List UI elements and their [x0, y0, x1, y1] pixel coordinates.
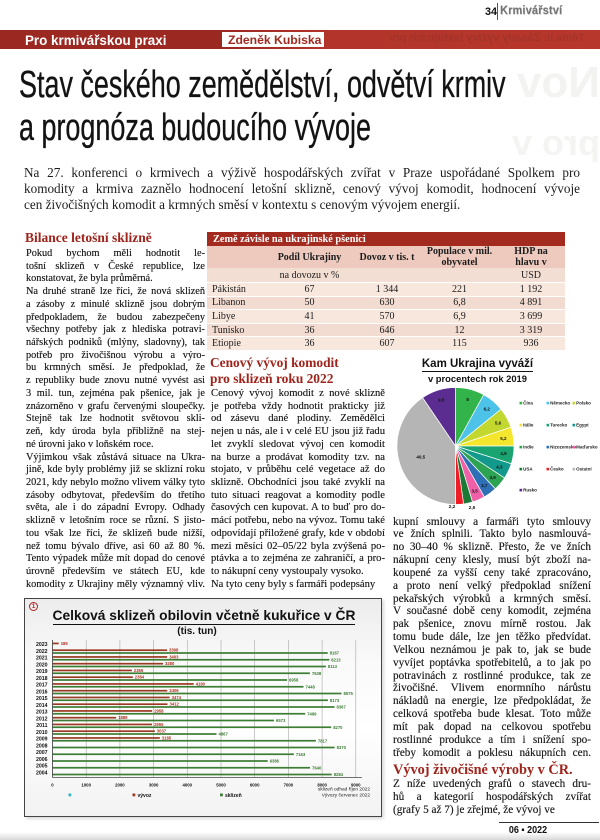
svg-text:2005: 2005 — [36, 764, 48, 770]
svg-text:Ostatní: Ostatní — [576, 467, 592, 472]
svg-text:2014: 2014 — [36, 703, 48, 709]
svg-text:1889: 1889 — [118, 715, 128, 720]
svg-text:2355: 2355 — [134, 668, 144, 673]
svg-text:2007: 2007 — [36, 750, 48, 756]
svg-text:Vývozy červenec 2022: Vývozy červenec 2022 — [322, 793, 371, 799]
svg-text:5000: 5000 — [216, 783, 226, 788]
svg-text:4000: 4000 — [183, 783, 193, 788]
svg-text:3398: 3398 — [169, 648, 179, 653]
svg-text:2009: 2009 — [36, 737, 48, 743]
svg-text:6386: 6386 — [270, 759, 280, 764]
svg-text:2011: 2011 — [36, 723, 47, 729]
svg-text:6958: 6958 — [289, 678, 299, 683]
svg-text:8367: 8367 — [337, 705, 347, 710]
svg-text:3280: 3280 — [165, 661, 175, 666]
svg-text:8284: 8284 — [334, 772, 344, 777]
svg-text:3406: 3406 — [169, 688, 179, 693]
svg-text:2955: 2955 — [154, 722, 164, 727]
svg-text:8213: 8213 — [331, 657, 341, 662]
svg-text:2006: 2006 — [36, 757, 48, 763]
svg-text:Itálie: Itálie — [523, 423, 534, 428]
svg-text:vývoz: vývoz — [138, 793, 152, 799]
svg-text:Turecko: Turecko — [550, 423, 567, 428]
svg-text:Rusko: Rusko — [523, 488, 537, 493]
svg-text:2018: 2018 — [36, 676, 48, 682]
svg-text:2023: 2023 — [36, 642, 48, 648]
svg-text:2012: 2012 — [36, 717, 48, 723]
svg-text:4,3: 4,3 — [496, 465, 503, 470]
svg-text:7499: 7499 — [307, 711, 317, 716]
svg-text:2019: 2019 — [36, 669, 48, 675]
svg-text:2021: 2021 — [36, 656, 48, 662]
svg-text:2022: 2022 — [36, 649, 48, 655]
svg-text:Polsko: Polsko — [576, 401, 591, 406]
svg-text:5,2: 5,2 — [500, 436, 507, 441]
svg-text:8: 8 — [466, 397, 469, 402]
svg-text:2,5: 2,5 — [469, 505, 476, 511]
svg-text:2004: 2004 — [36, 771, 48, 777]
svg-text:40,5: 40,5 — [416, 455, 425, 460]
svg-text:8270: 8270 — [333, 725, 343, 730]
svg-text:Nizozemsko: Nizozemsko — [550, 445, 576, 450]
svg-text:3037: 3037 — [157, 729, 167, 734]
svg-text:4867: 4867 — [219, 732, 229, 737]
svg-text:2013: 2013 — [36, 710, 48, 716]
svg-text:7817: 7817 — [318, 738, 328, 743]
svg-text:USA: USA — [523, 467, 533, 472]
svg-text:6,2: 6,2 — [484, 407, 491, 412]
svg-text:3403: 3403 — [169, 654, 179, 659]
svg-text:8167: 8167 — [330, 651, 340, 656]
svg-text:1000: 1000 — [81, 783, 91, 788]
svg-text:2000: 2000 — [115, 783, 125, 788]
svg-text:2384: 2384 — [135, 675, 145, 680]
svg-text:5,6: 5,6 — [495, 420, 502, 425]
svg-text:8575: 8575 — [344, 691, 354, 696]
svg-text:3185: 3185 — [162, 735, 172, 740]
svg-text:3474: 3474 — [172, 695, 182, 700]
svg-text:2015: 2015 — [36, 696, 48, 702]
svg-text:0: 0 — [51, 783, 54, 788]
svg-text:Čína: Čína — [523, 400, 533, 406]
svg-text:2958: 2958 — [154, 708, 164, 713]
svg-text:8370: 8370 — [337, 745, 347, 750]
svg-text:9,5: 9,5 — [438, 397, 445, 402]
svg-text:sklizeň: sklizeň — [225, 793, 242, 799]
svg-text:Maďarsko: Maďarsko — [576, 445, 598, 450]
svg-text:7163: 7163 — [296, 752, 306, 757]
svg-text:7448: 7448 — [306, 684, 316, 689]
svg-text:2020: 2020 — [36, 663, 48, 669]
svg-text:2017: 2017 — [36, 683, 48, 689]
svg-text:6573: 6573 — [276, 718, 286, 723]
svg-text:2010: 2010 — [36, 730, 48, 736]
svg-text:Egypt: Egypt — [576, 423, 589, 428]
svg-text:Indie: Indie — [523, 445, 534, 450]
svg-text:Německo: Německo — [550, 401, 570, 406]
svg-text:3,9: 3,9 — [489, 475, 496, 480]
svg-text:8000: 8000 — [317, 783, 327, 788]
svg-text:2,2: 2,2 — [449, 504, 456, 510]
svg-text:9000: 9000 — [351, 783, 361, 788]
svg-text:8113: 8113 — [328, 664, 338, 669]
svg-text:7000: 7000 — [284, 783, 294, 788]
svg-text:3412: 3412 — [170, 702, 180, 707]
svg-text:4,9: 4,9 — [500, 451, 507, 456]
svg-text:3,7: 3,7 — [481, 483, 488, 488]
svg-text:2016: 2016 — [36, 690, 48, 696]
svg-text:8173: 8173 — [330, 698, 340, 703]
svg-text:7638: 7638 — [312, 671, 322, 676]
svg-text:2008: 2008 — [36, 744, 48, 750]
svg-text:4190: 4190 — [196, 681, 206, 686]
svg-text:3000: 3000 — [149, 783, 159, 788]
svg-text:185: 185 — [61, 641, 69, 646]
svg-text:3,5: 3,5 — [471, 488, 478, 493]
svg-text:sklizeň odhad říjen 2022: sklizeň odhad říjen 2022 — [318, 787, 370, 793]
svg-text:6000: 6000 — [250, 783, 260, 788]
svg-text:Česko: Česko — [550, 466, 564, 472]
svg-text:7640: 7640 — [312, 765, 322, 770]
